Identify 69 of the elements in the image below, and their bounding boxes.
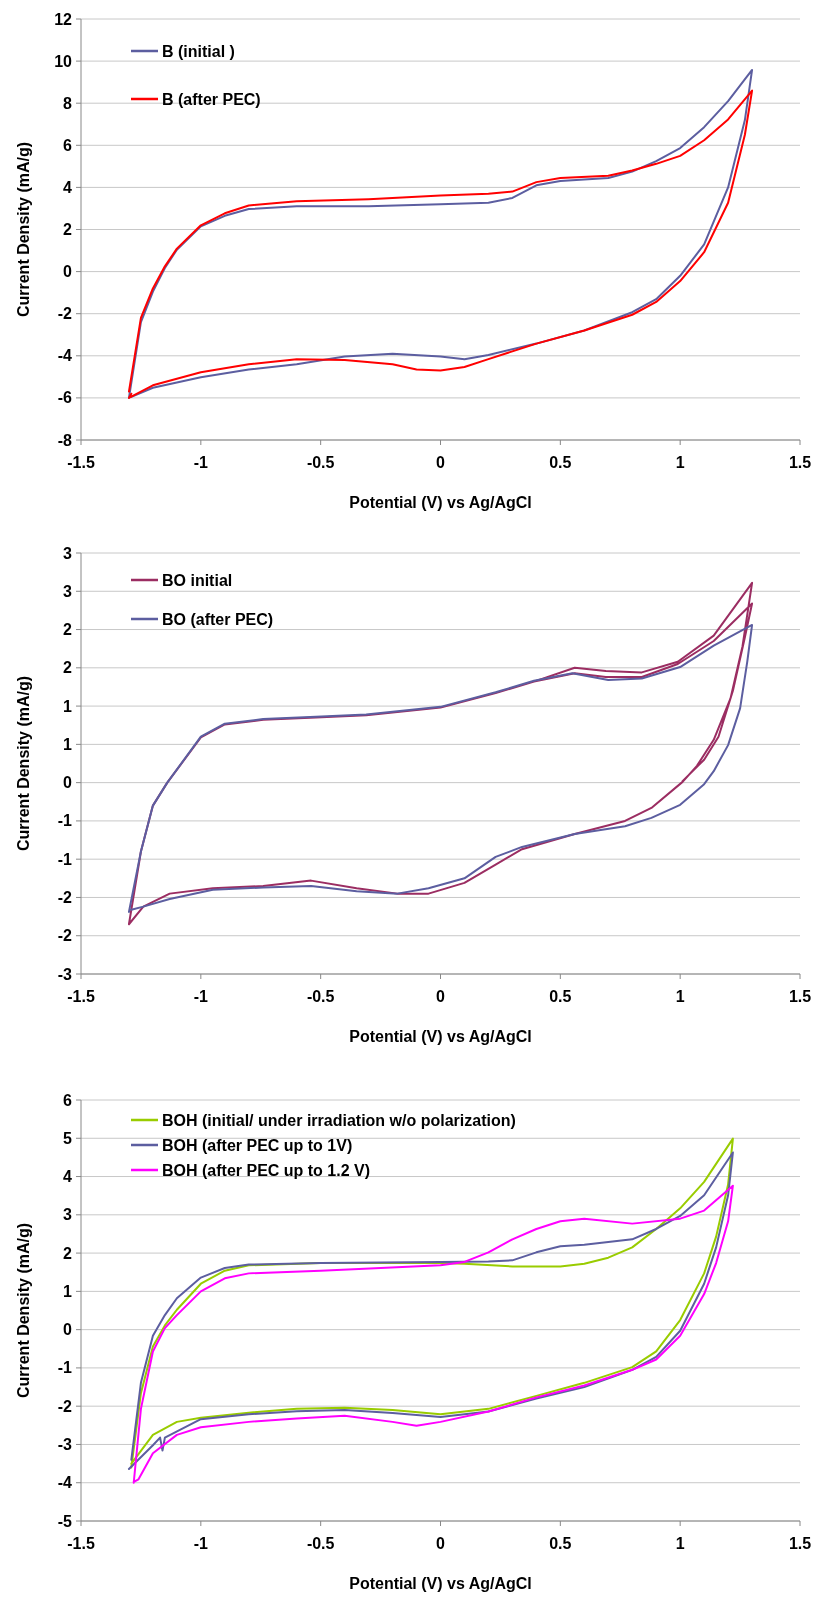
y-tick-label: 0 bbox=[63, 263, 73, 281]
x-tick-label: -1 bbox=[193, 987, 209, 1005]
x-tick-label: -0.5 bbox=[306, 1534, 335, 1552]
legend-label: BOH (initial/ under irradiation w/o polarization) bbox=[162, 1111, 516, 1129]
x-tick-label: 1 bbox=[675, 1534, 685, 1552]
y-tick-label: 10 bbox=[54, 52, 73, 70]
legend-label: BOH (after PEC up to 1V) bbox=[162, 1136, 353, 1154]
y-tick-label: -3 bbox=[57, 965, 73, 983]
legend-label: B (initial ) bbox=[162, 42, 235, 60]
y-tick-label: -3 bbox=[57, 1435, 73, 1453]
y-tick-label: 6 bbox=[63, 136, 73, 154]
legend-label: BOH (after PEC up to 1.2 V) bbox=[162, 1161, 371, 1179]
y-tick-label: 2 bbox=[63, 1244, 73, 1262]
x-tick-label: -0.5 bbox=[306, 453, 335, 471]
y-tick-label: 2 bbox=[63, 621, 73, 639]
x-tick-label: 0 bbox=[436, 1534, 446, 1552]
y-tick-label: -5 bbox=[57, 1512, 73, 1530]
x-tick-label: -1 bbox=[193, 453, 209, 471]
legend-label: B (after PEC) bbox=[162, 90, 261, 108]
x-tick-label: -1.5 bbox=[67, 987, 95, 1005]
x-tick-label: 0 bbox=[436, 987, 446, 1005]
x-axis-title: Potential (V) vs Ag/AgCl bbox=[349, 493, 532, 511]
y-axis-title: Current Density (mA/g) bbox=[14, 675, 32, 852]
y-tick-label: -2 bbox=[57, 305, 73, 323]
y-tick-label: -6 bbox=[57, 389, 73, 407]
y-tick-label: 4 bbox=[63, 178, 73, 196]
y-tick-label: -2 bbox=[57, 927, 73, 945]
y-tick-label: -1 bbox=[57, 1359, 73, 1377]
y-tick-label: 2 bbox=[63, 659, 73, 677]
x-tick-label: 1 bbox=[675, 453, 685, 471]
y-tick-label: 3 bbox=[63, 582, 73, 600]
y-tick-label: -1 bbox=[57, 812, 73, 830]
y-tick-label: -4 bbox=[57, 347, 73, 365]
y-tick-label: 8 bbox=[63, 94, 73, 112]
y-tick-label: 1 bbox=[63, 697, 73, 715]
y-tick-label: 0 bbox=[63, 1321, 73, 1339]
y-tick-label: 5 bbox=[63, 1129, 73, 1147]
y-tick-label: -4 bbox=[57, 1474, 73, 1492]
x-tick-label: 1.5 bbox=[788, 1534, 812, 1552]
x-tick-label: 0 bbox=[436, 453, 446, 471]
x-axis-title: Potential (V) vs Ag/AgCl bbox=[349, 1027, 532, 1045]
x-tick-label: 1.5 bbox=[788, 453, 812, 471]
y-axis-title: Current Density (mA/g) bbox=[14, 1222, 32, 1399]
y-tick-label: 4 bbox=[63, 1168, 73, 1186]
y-tick-label: 6 bbox=[63, 1091, 73, 1109]
y-tick-label: -1 bbox=[57, 850, 73, 868]
y-tick-label: -2 bbox=[57, 888, 73, 906]
y-axis-title: Current Density (mA/g) bbox=[14, 141, 32, 318]
y-tick-label: -2 bbox=[57, 1397, 73, 1415]
y-tick-label: 12 bbox=[54, 10, 73, 28]
x-tick-label: 0.5 bbox=[549, 1534, 572, 1552]
x-tick-label: -1.5 bbox=[67, 1534, 95, 1552]
x-tick-label: -1 bbox=[193, 1534, 209, 1552]
x-tick-label: 0.5 bbox=[549, 453, 572, 471]
y-tick-label: 1 bbox=[63, 1282, 73, 1300]
x-axis-title: Potential (V) vs Ag/AgCl bbox=[349, 1574, 532, 1592]
y-tick-label: 3 bbox=[63, 1206, 73, 1224]
y-tick-label: 2 bbox=[63, 221, 73, 238]
legend-label: BO initial bbox=[162, 571, 233, 589]
y-tick-label: -8 bbox=[57, 431, 73, 449]
x-tick-label: 1.5 bbox=[788, 987, 812, 1005]
y-tick-label: 1 bbox=[63, 735, 73, 753]
x-tick-label: -0.5 bbox=[306, 987, 335, 1005]
x-tick-label: 0.5 bbox=[549, 987, 572, 1005]
y-tick-label: 3 bbox=[63, 544, 73, 562]
y-tick-label: 0 bbox=[63, 774, 73, 792]
x-tick-label: 1 bbox=[675, 987, 685, 1005]
legend-label: BO (after PEC) bbox=[162, 610, 274, 628]
x-tick-label: -1.5 bbox=[67, 453, 95, 471]
